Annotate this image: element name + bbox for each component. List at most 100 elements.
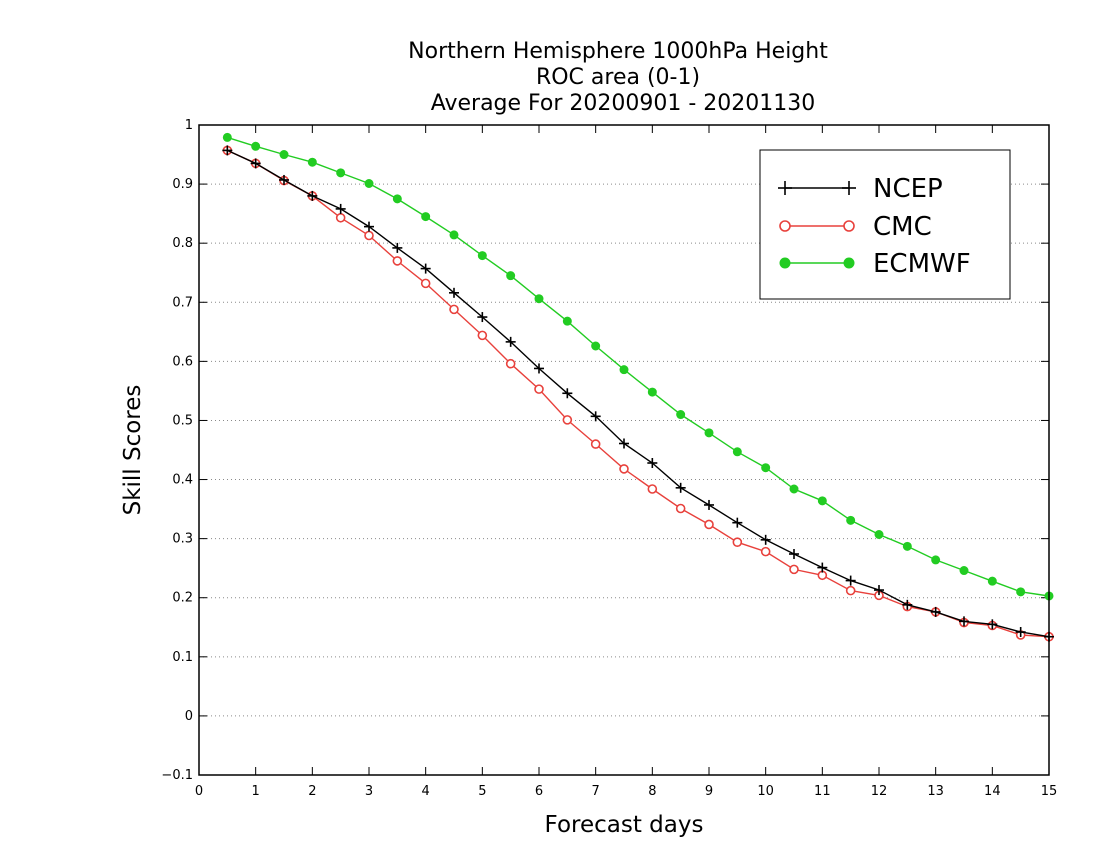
x-tick-label: 1 — [252, 784, 260, 799]
series-layer — [222, 132, 1054, 642]
x-tick-label: 9 — [705, 784, 713, 799]
point-plus — [420, 263, 431, 274]
grid — [199, 183, 1049, 717]
point-plus — [364, 221, 374, 232]
legend-box — [759, 149, 1011, 300]
point-plus — [874, 585, 884, 596]
x-tick-label: 10 — [757, 784, 774, 799]
point-filled-circle — [647, 387, 657, 397]
y-tick-label: 0.2 — [172, 591, 193, 606]
point-open-circle — [335, 212, 346, 223]
series-cmc — [222, 145, 1054, 642]
point-filled-circle — [392, 194, 402, 204]
point-plus — [842, 181, 856, 195]
point-filled-circle — [477, 251, 487, 261]
legend-label: ECMWF — [873, 249, 971, 279]
point-filled-circle — [817, 496, 827, 506]
legend-item-ecmwf: ECMWF — [779, 249, 971, 279]
point-plus — [392, 242, 403, 253]
y-tick-label: 0.5 — [172, 413, 193, 428]
legend-items: NCEP CMC ECMWF — [778, 174, 971, 279]
point-filled-circle — [761, 463, 771, 473]
point-open-circle — [845, 585, 856, 596]
point-open-circle — [392, 256, 403, 266]
point-plus — [817, 562, 828, 573]
point-plus — [477, 312, 488, 323]
point-plus — [704, 499, 714, 510]
point-plus — [562, 388, 573, 399]
y-tick-label: 0.9 — [172, 177, 193, 192]
chart-title-line-1: Northern Hemisphere 1000hPa Height — [408, 39, 828, 64]
point-open-circle — [534, 384, 544, 394]
point-open-circle — [779, 220, 791, 232]
point-filled-circle — [449, 230, 459, 240]
point-open-circle — [760, 546, 771, 557]
point-plus — [732, 517, 743, 528]
point-plus — [1015, 627, 1026, 637]
x-tick-label: 7 — [592, 784, 600, 799]
point-plus — [222, 145, 233, 156]
point-open-circle — [505, 358, 516, 369]
point-filled-circle — [902, 541, 912, 551]
y-tick-label: 0.8 — [172, 236, 193, 251]
point-filled-circle — [843, 257, 855, 269]
point-open-circle — [364, 230, 374, 241]
x-tick-label: 3 — [365, 784, 373, 799]
point-filled-circle — [222, 132, 232, 142]
point-filled-circle — [987, 576, 997, 586]
legend: NCEP CMC ECMWF — [759, 149, 1011, 300]
point-filled-circle — [789, 484, 799, 494]
point-plus — [789, 549, 799, 559]
point-plus — [534, 363, 544, 374]
point-filled-circle — [307, 157, 317, 167]
point-plus — [647, 458, 658, 468]
point-open-circle — [590, 439, 601, 449]
x-axis-label: Forecast days — [545, 812, 704, 838]
point-open-circle — [449, 304, 459, 315]
point-plus — [590, 411, 601, 422]
x-tick-label: 2 — [308, 784, 316, 799]
point-plus — [987, 619, 998, 630]
x-tick-label: 13 — [927, 784, 944, 799]
point-filled-circle — [704, 428, 714, 438]
point-open-circle — [562, 415, 573, 425]
point-filled-circle — [591, 341, 601, 351]
point-open-circle — [843, 220, 855, 232]
point-plus — [250, 158, 261, 169]
chart-title: Northern Hemisphere 1000hPa Height ROC a… — [408, 39, 828, 116]
point-plus — [959, 616, 969, 627]
point-plus — [335, 203, 346, 214]
point-plus — [845, 575, 856, 586]
legend-label: CMC — [873, 212, 932, 242]
y-tick-label: 0.4 — [172, 473, 193, 488]
point-plus — [778, 181, 792, 195]
point-plus — [760, 534, 771, 545]
point-filled-circle — [959, 566, 969, 576]
chart-title-line-2: ROC area (0-1) — [536, 65, 700, 90]
point-open-circle — [477, 330, 488, 341]
point-filled-circle — [732, 447, 742, 457]
x-tick-label: 5 — [478, 784, 486, 799]
plot-frame — [198, 124, 1050, 776]
chart-title-line-3: Average For 20200901 - 20201130 — [431, 91, 816, 116]
x-tick-label: 12 — [871, 784, 888, 799]
point-plus — [619, 438, 629, 449]
point-filled-circle — [251, 141, 261, 151]
point-filled-circle — [279, 150, 289, 160]
point-plus — [675, 482, 686, 493]
point-filled-circle — [421, 212, 431, 222]
point-plus — [902, 599, 913, 610]
point-filled-circle — [364, 179, 374, 188]
point-filled-circle — [506, 271, 516, 281]
y-tick-label: 0.1 — [172, 650, 193, 665]
point-plus — [279, 174, 289, 185]
x-tick-label: 14 — [984, 784, 1001, 799]
point-filled-circle — [336, 168, 346, 178]
y-tick-label: 0.6 — [172, 354, 193, 369]
point-plus — [449, 287, 459, 298]
point-filled-circle — [676, 410, 686, 420]
point-open-circle — [789, 564, 799, 575]
y-axis-label: Skill Scores — [120, 385, 146, 516]
point-filled-circle — [931, 555, 941, 565]
